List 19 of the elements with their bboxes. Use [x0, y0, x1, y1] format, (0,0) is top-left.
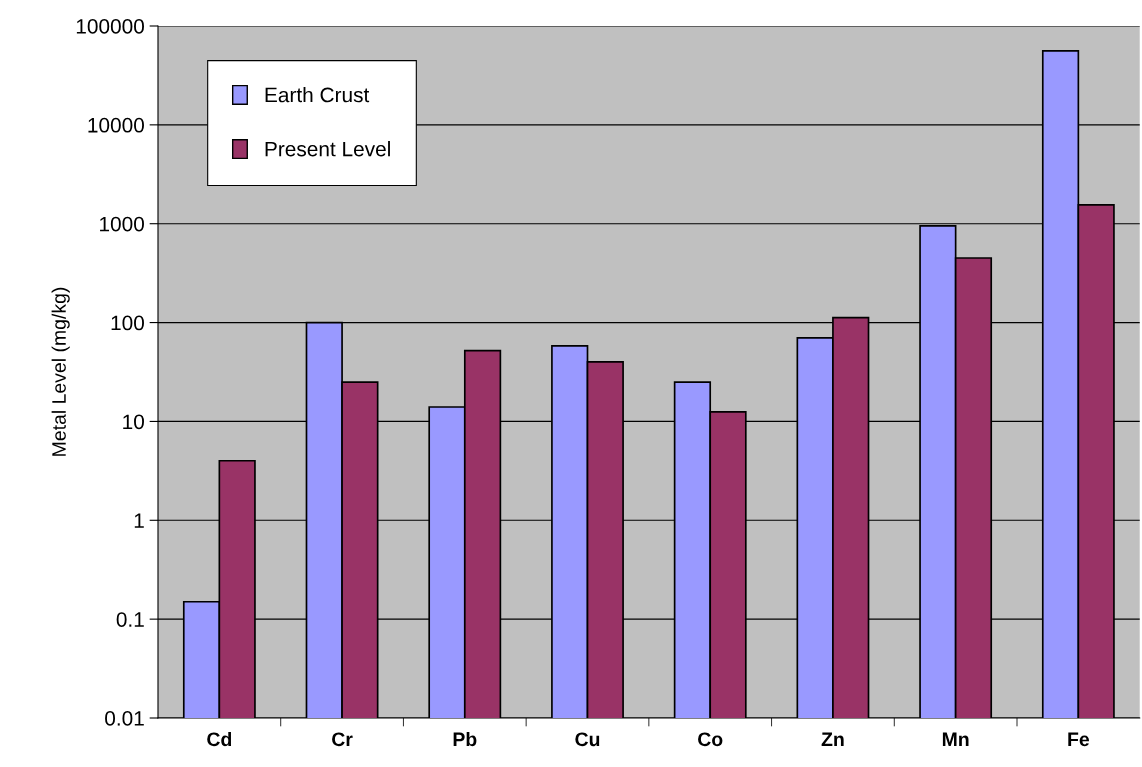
x-tick-label: Co — [698, 732, 723, 747]
y-tick-label: 1000 — [100, 216, 144, 232]
legend-label: Earth Crust — [265, 87, 370, 103]
x-tick-label: Zn — [821, 732, 844, 746]
x-tick-label: Cd — [207, 731, 232, 747]
x-tick-label: Mn — [942, 732, 969, 746]
y-tick-label: 0.1 — [116, 612, 144, 627]
y-tick-label: 0.01 — [105, 711, 144, 726]
y-tick-label: 10 — [123, 414, 144, 430]
x-tick-label: Cu — [575, 732, 600, 747]
x-tick-label: Cr — [332, 732, 353, 747]
y-tick-label: 10000 — [88, 117, 144, 133]
y-tick-label: 1 — [134, 513, 144, 528]
x-tick-label: Pb — [453, 731, 477, 747]
x-tick-label: Fe — [1068, 732, 1090, 747]
legend-label: Present Level — [265, 141, 390, 157]
y-axis-title: Metal Level (mg/kg) — [51, 287, 70, 456]
y-tick-label: 100000 — [76, 19, 144, 34]
y-tick-label: 100 — [111, 315, 144, 331]
